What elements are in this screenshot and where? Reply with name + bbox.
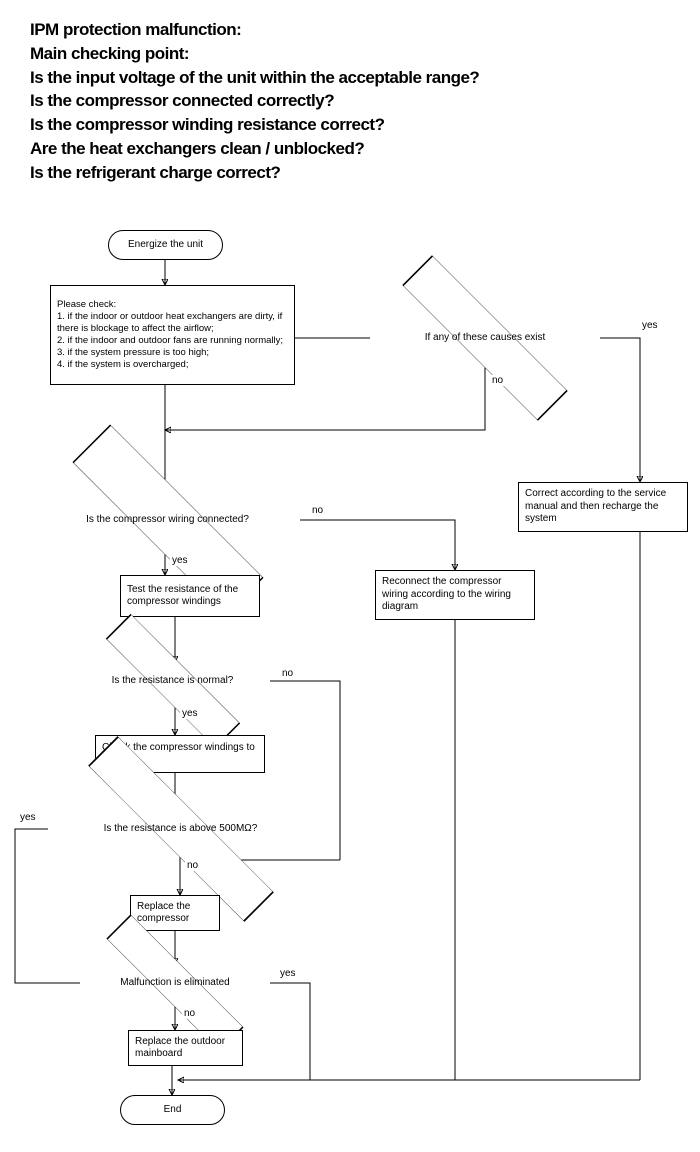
node-text: Replace the compressor	[137, 901, 213, 926]
node-end: End	[120, 1095, 225, 1125]
node-d-causes: If any of these causes exist	[370, 310, 600, 366]
node-replace-c: Replace the compressor	[130, 895, 220, 931]
node-text: Reconnect the compressor wiring accordin…	[382, 576, 528, 614]
edge-label: yes	[170, 555, 190, 566]
node-text: End	[164, 1104, 182, 1117]
header-line: Main checking point:	[30, 42, 670, 66]
node-d-res-500: Is the resistance is above 500MΩ?	[48, 805, 313, 853]
header-line: Is the compressor winding resistance cor…	[30, 113, 670, 137]
node-replace-mb: Replace the outdoor mainboard	[128, 1030, 243, 1066]
edge-label: no	[310, 505, 325, 516]
edge-label: no	[490, 375, 505, 386]
node-d-elim: Malfunction is eliminated	[80, 962, 270, 1004]
header-line: Is the refrigerant charge correct?	[30, 161, 670, 185]
edge-label: yes	[18, 812, 38, 823]
node-start: Energize the unit	[108, 230, 223, 260]
header-line: Is the compressor connected correctly?	[30, 89, 670, 113]
node-text: Test the resistance of the compressor wi…	[127, 584, 253, 609]
node-text: Is the resistance is normal?	[112, 675, 234, 687]
edge-label: no	[185, 860, 200, 871]
edge-label: yes	[640, 320, 660, 331]
node-text: Is the compressor wiring connected?	[86, 514, 249, 526]
edge-label: yes	[180, 708, 200, 719]
flowchart: Energize the unit Please check: 1. if th…	[0, 200, 700, 1120]
node-d-res-norm: Is the resistance is normal?	[75, 660, 270, 702]
node-text: If any of these causes exist	[425, 332, 546, 344]
edge-label: no	[182, 1008, 197, 1019]
header-line: IPM protection malfunction:	[30, 18, 670, 42]
node-correct: Correct according to the service manual …	[518, 482, 688, 532]
node-check: Please check: 1. if the indoor or outdoo…	[50, 285, 295, 385]
node-test-res: Test the resistance of the compressor wi…	[120, 575, 260, 617]
header-line: Are the heat exchangers clean / unblocke…	[30, 137, 670, 161]
header: IPM protection malfunction: Main checkin…	[0, 0, 700, 185]
node-text: Replace the outdoor mainboard	[135, 1036, 236, 1061]
edge-label: yes	[278, 968, 298, 979]
node-text: Please check: 1. if the indoor or outdoo…	[57, 299, 288, 370]
node-text: Is the resistance is above 500MΩ?	[104, 823, 258, 835]
edge-label: no	[280, 668, 295, 679]
node-text: Correct according to the service manual …	[525, 488, 681, 526]
node-reconnect: Reconnect the compressor wiring accordin…	[375, 570, 535, 620]
node-text: Malfunction is eliminated	[120, 977, 230, 989]
header-line: Is the input voltage of the unit within …	[30, 66, 670, 90]
node-d-wiring: Is the compressor wiring connected?	[35, 490, 300, 550]
node-text: Energize the unit	[128, 239, 203, 252]
